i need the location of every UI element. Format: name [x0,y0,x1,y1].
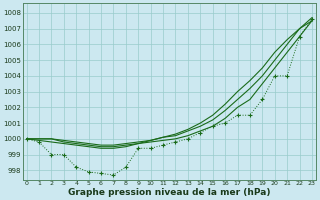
X-axis label: Graphe pression niveau de la mer (hPa): Graphe pression niveau de la mer (hPa) [68,188,270,197]
